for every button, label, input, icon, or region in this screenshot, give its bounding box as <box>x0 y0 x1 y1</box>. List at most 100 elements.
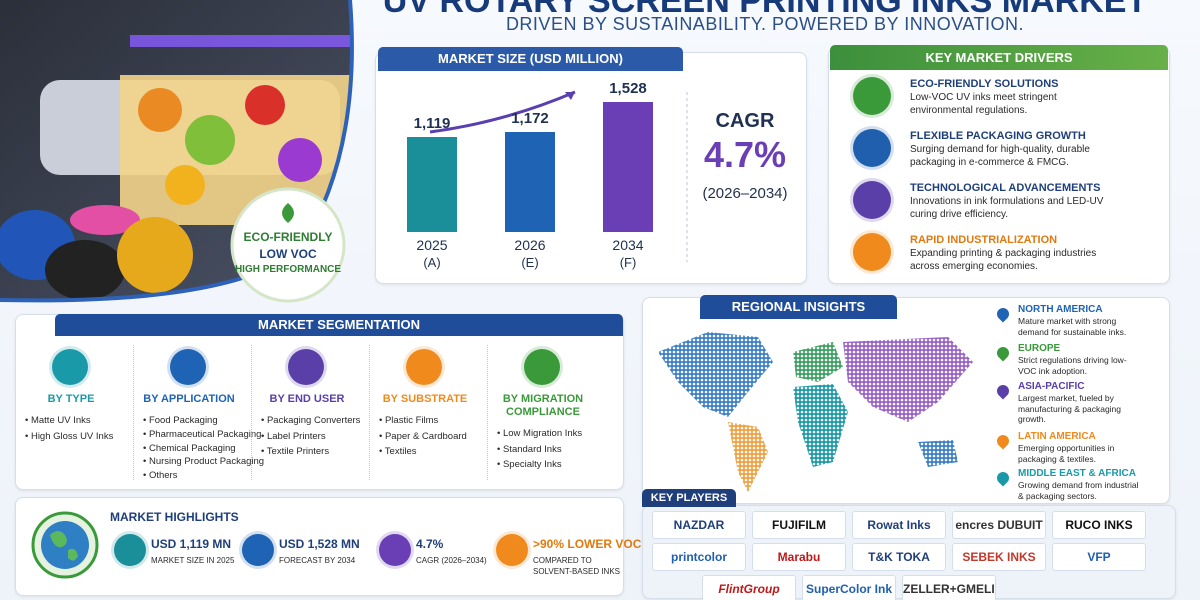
region-name: MIDDLE EAST & AFRICA <box>1018 468 1136 479</box>
region-text: Mature market with strong demand for sus… <box>1018 316 1127 337</box>
highlight-text: MARKET SIZE IN 2025 <box>151 556 235 565</box>
segment-item: • Low Migration Inks <box>497 428 583 439</box>
bar-year: 2025 <box>416 237 448 253</box>
segment-item: • Matte UV Inks <box>25 415 91 426</box>
segment-item: • High Gloss UV Inks <box>25 430 114 442</box>
region-name: NORTH AMERICA <box>1018 304 1103 315</box>
player-logo: Marabu <box>752 543 846 571</box>
bar <box>505 132 555 232</box>
region-name: EUROPE <box>1018 343 1061 354</box>
panel-header: MARKET SEGMENTATION <box>55 314 623 336</box>
bar-label: 1,528 <box>609 80 647 97</box>
driver-title: RAPID INDUSTRIALIZATION <box>910 234 1058 246</box>
cagr-label: CAGR <box>715 110 775 132</box>
cagr-period: (2026–2034) <box>702 185 788 202</box>
driver-text: Innovations in ink formulations and LED-… <box>910 196 1104 220</box>
player-logo: NAZDAR <box>652 511 746 539</box>
driver-icon <box>853 129 891 167</box>
player-logo: RUCO INKS <box>1052 511 1146 539</box>
segment-item: • Food Packaging <box>143 415 218 426</box>
player-logo: printcolor <box>652 543 746 571</box>
highlight-icon <box>242 534 274 566</box>
segment-item: • Standard Inks <box>497 443 562 455</box>
panel-header: KEY MARKET DRIVERS <box>830 45 1168 70</box>
driver-title: FLEXIBLE PACKAGING GROWTH <box>910 130 1086 142</box>
player-logo: encres DUBUIT <box>952 511 1046 539</box>
segment-item: • Specialty Inks <box>497 459 562 470</box>
panel-header: KEY PLAYERS <box>642 489 736 507</box>
player-logo: FUJIFILM <box>752 511 846 539</box>
driver-icon <box>853 77 891 115</box>
player-logo: Rowat Inks <box>852 511 946 539</box>
subtitle: DRIVEN BY SUSTAINABILITY. POWERED BY INN… <box>505 14 1025 34</box>
segment-item: • Others <box>143 470 178 482</box>
highlight-icon <box>496 534 528 566</box>
segment-icon <box>524 349 560 385</box>
region-text: Largest market, fueled by manufacturing … <box>1018 393 1122 424</box>
driver-title: TECHNOLOGICAL ADVANCEMENTS <box>910 182 1101 194</box>
driver-icon <box>853 233 891 271</box>
segment-item: • Pharmaceutical Packaging <box>143 428 262 440</box>
column-divider <box>369 345 370 480</box>
market-size-chart <box>429 90 688 262</box>
player-logo: ZELLER+GMELIN <box>902 575 996 600</box>
highlight-value: >90% LOWER VOC <box>533 537 642 551</box>
column-divider <box>251 345 252 480</box>
badge-line: ECO-FRIENDLY <box>243 230 333 244</box>
segment-item: • Chemical Packaging <box>143 442 236 454</box>
player-logo: T&K TOKA <box>852 543 946 571</box>
player-logo: SEBEK INKS <box>952 543 1046 571</box>
region-text: Strict regulations driving low-VOC ink a… <box>1018 355 1127 376</box>
bar-tag: (E) <box>521 255 539 270</box>
driver-text: Expanding printing & packaging industrie… <box>910 248 1097 272</box>
segment-item: • Plastic Films <box>379 415 439 426</box>
panel-header: MARKET SIZE (USD MILLION) <box>378 47 683 71</box>
hero-image <box>0 0 354 303</box>
region-text: Emerging opportunities in packaging & te… <box>1018 443 1115 464</box>
player-logo: VFP <box>1052 543 1146 571</box>
highlight-text: COMPARED TO SOLVENT-BASED INKS <box>533 556 620 576</box>
player-logo: SuperColor Ink <box>802 575 896 600</box>
driver-text: Surging demand for high-quality, durable… <box>910 144 1090 168</box>
column-divider <box>133 345 134 480</box>
segment-title: BY SUBSTRATE <box>382 393 468 405</box>
player-logo: FlintGroup <box>702 575 796 600</box>
driver-title: ECO-FRIENDLY SOLUTIONS <box>910 78 1059 90</box>
highlight-text: FORECAST BY 2034 <box>279 556 356 565</box>
bar-tag: (F) <box>619 255 637 270</box>
globe-icon <box>31 511 99 579</box>
segment-title: BY MIGRATION COMPLIANCE <box>502 393 584 418</box>
highlight-value: 4.7% <box>416 537 444 551</box>
highlight-icon <box>379 534 411 566</box>
region-text: Growing demand from industrial & packagi… <box>1018 480 1139 501</box>
segment-icon <box>406 349 442 385</box>
highlight-icon <box>114 534 146 566</box>
bar <box>603 102 653 232</box>
panel-header: MARKET HIGHLIGHTS <box>110 510 239 524</box>
segment-item: • Label Printers <box>261 430 326 442</box>
highlight-value: USD 1,528 MN <box>279 537 360 551</box>
segment-item: • Textiles <box>379 446 417 457</box>
driver-text: Low-VOC UV inks meet stringent environme… <box>910 92 1057 116</box>
bar-tag: (A) <box>423 255 441 270</box>
highlight-value: USD 1,119 MN <box>151 537 232 551</box>
panel-header: REGIONAL INSIGHTS <box>700 295 897 319</box>
badge-line: HIGH PERFORMANCE <box>234 264 342 275</box>
segment-title: BY END USER <box>269 393 345 405</box>
driver-icon <box>853 181 891 219</box>
segment-item: • Paper & Cardboard <box>379 430 467 442</box>
world-map <box>648 322 983 497</box>
segment-item: • Packaging Converters <box>261 415 361 426</box>
region-name: ASIA-PACIFIC <box>1018 381 1085 392</box>
segment-icon <box>170 349 206 385</box>
segment-icon <box>52 349 88 385</box>
bar-label: 1,172 <box>511 110 549 128</box>
bar <box>407 136 457 232</box>
segment-item: • Nursing Product Packaging <box>143 456 265 468</box>
segment-item: • Textile Printers <box>261 446 330 457</box>
title: UV ROTARY SCREEN PRINTING INKS MARKET <box>382 0 1148 20</box>
bar-year: 2026 <box>514 237 546 253</box>
segment-title: BY TYPE <box>47 393 95 405</box>
bar-year: 2034 <box>612 237 644 253</box>
